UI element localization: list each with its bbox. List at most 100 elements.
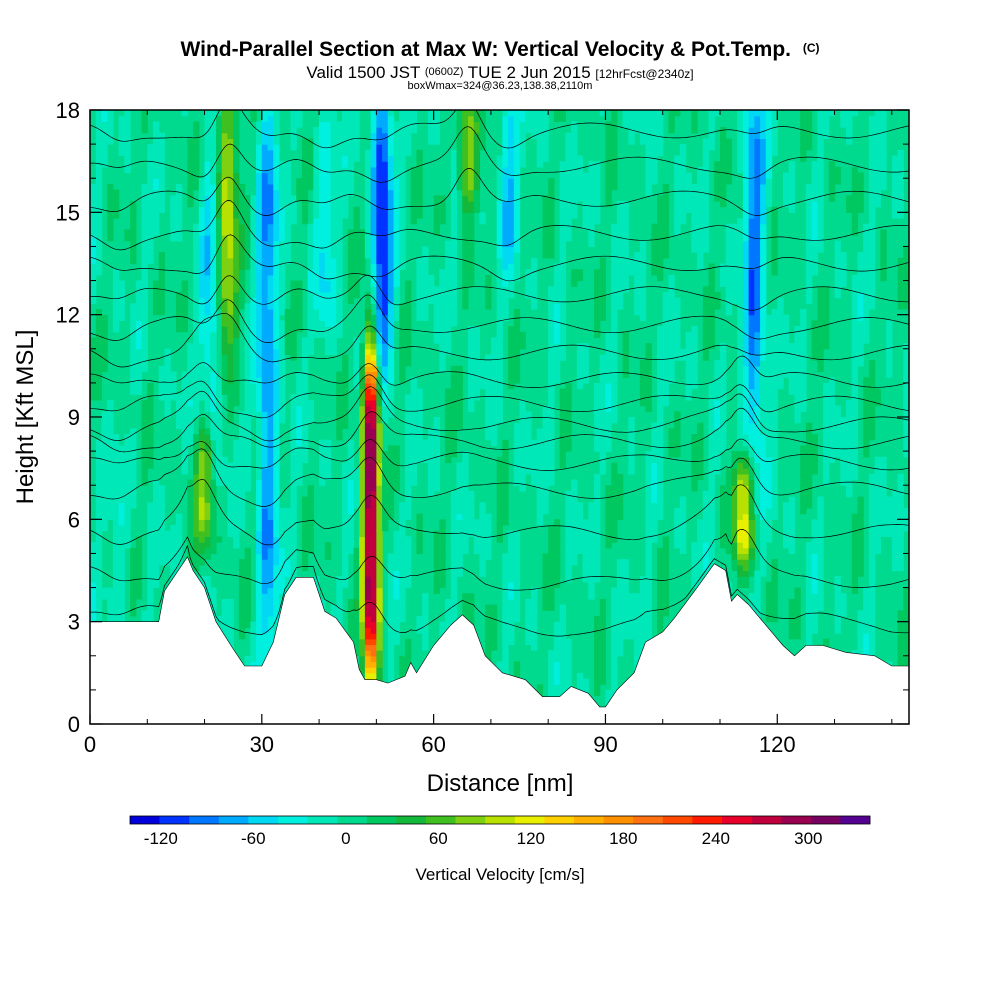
heatmap-cell xyxy=(198,456,206,464)
heatmap-cell xyxy=(296,183,303,191)
heatmap-cell xyxy=(485,360,492,367)
heatmap-cell xyxy=(95,200,103,208)
heatmap-cell xyxy=(468,348,475,356)
heatmap-cell xyxy=(261,115,269,122)
heatmap-cell xyxy=(387,212,395,219)
heatmap-cell xyxy=(256,553,263,560)
heatmap-cell xyxy=(531,627,538,634)
heatmap-cell xyxy=(273,382,280,390)
heatmap-cell xyxy=(605,371,612,378)
heatmap-cell xyxy=(112,604,120,611)
heatmap-cell xyxy=(387,308,395,316)
heatmap-cell xyxy=(490,644,498,651)
heatmap-cell xyxy=(456,502,463,509)
heatmap-cell xyxy=(508,257,515,265)
heatmap-cell xyxy=(502,490,509,498)
heatmap-cell xyxy=(433,223,440,230)
heatmap-cell xyxy=(147,411,154,418)
heatmap-cell xyxy=(307,178,314,185)
heatmap-cell xyxy=(513,331,521,339)
heatmap-cell xyxy=(147,530,154,537)
heatmap-cell xyxy=(496,212,503,219)
heatmap-cell xyxy=(233,451,240,458)
heatmap-cell xyxy=(376,667,383,674)
heatmap-cell xyxy=(359,343,366,350)
heatmap-cell xyxy=(296,121,303,128)
heatmap-cell xyxy=(124,144,131,151)
heatmap-cell xyxy=(90,553,97,560)
heatmap-cell xyxy=(193,536,200,543)
heatmap-cell xyxy=(267,195,274,202)
heatmap-cell xyxy=(611,678,618,685)
heatmap-cell xyxy=(513,212,521,219)
heatmap-cell xyxy=(450,434,458,441)
heatmap-cell xyxy=(90,235,97,242)
heatmap-cell xyxy=(393,263,400,270)
heatmap-cell xyxy=(502,627,509,634)
heatmap-cell xyxy=(130,496,137,503)
heatmap-cell xyxy=(244,661,251,668)
heatmap-cell xyxy=(250,326,257,333)
heatmap-cell xyxy=(576,513,584,520)
heatmap-cell xyxy=(290,348,297,356)
heatmap-cell xyxy=(370,314,377,321)
heatmap-cell xyxy=(90,354,97,361)
heatmap-cell xyxy=(405,314,412,321)
heatmap-cell xyxy=(599,468,607,475)
heatmap-cell xyxy=(462,183,469,191)
heatmap-cell xyxy=(204,542,211,549)
heatmap-cell xyxy=(399,110,406,117)
heatmap-cell xyxy=(485,297,492,304)
heatmap-cell xyxy=(382,218,389,225)
heatmap-cell xyxy=(433,218,440,225)
heatmap-cell xyxy=(548,479,555,486)
heatmap-cell xyxy=(273,331,280,339)
heatmap-cell xyxy=(216,149,223,157)
heatmap-cell xyxy=(542,411,549,418)
heatmap-cell xyxy=(422,263,429,270)
heatmap-cell xyxy=(439,274,446,282)
heatmap-cell xyxy=(193,183,200,191)
heatmap-cell xyxy=(124,127,131,134)
heatmap-cell xyxy=(233,365,240,373)
heatmap-cell xyxy=(307,166,314,174)
heatmap-cell xyxy=(273,434,280,441)
heatmap-cell xyxy=(353,337,360,344)
heatmap-cell xyxy=(324,274,332,282)
heatmap-cell xyxy=(198,417,206,424)
heatmap-cell xyxy=(519,422,526,429)
heatmap-cell xyxy=(256,405,263,412)
heatmap-cell xyxy=(462,519,469,526)
heatmap-cell xyxy=(221,252,229,259)
heatmap-cell xyxy=(536,502,544,509)
heatmap-cell xyxy=(273,468,280,475)
heatmap-cell xyxy=(261,525,269,532)
heatmap-cell xyxy=(496,240,503,248)
heatmap-cell xyxy=(284,246,292,253)
heatmap-cell xyxy=(204,462,211,469)
heatmap-cell xyxy=(261,507,269,515)
heatmap-cell xyxy=(376,144,383,151)
heatmap-cell xyxy=(502,257,509,265)
heatmap-cell xyxy=(364,621,372,628)
heatmap-cell xyxy=(605,200,612,208)
heatmap-cell xyxy=(244,456,251,464)
heatmap-cell xyxy=(330,263,337,270)
heatmap-cell xyxy=(216,138,223,145)
heatmap-cell xyxy=(364,183,372,191)
heatmap-cell xyxy=(576,684,584,691)
heatmap-cell xyxy=(147,240,154,248)
heatmap-cell xyxy=(456,479,463,486)
heatmap-cell xyxy=(244,343,251,350)
heatmap-cell xyxy=(508,593,515,600)
heatmap-cell xyxy=(95,235,103,242)
heatmap-cell xyxy=(221,473,229,481)
heatmap-cell xyxy=(267,269,274,276)
heatmap-cell xyxy=(565,229,572,236)
heatmap-cell xyxy=(450,615,458,623)
heatmap-cell xyxy=(210,195,217,202)
heatmap-cell xyxy=(175,212,183,219)
heatmap-cell xyxy=(273,348,280,356)
heatmap-cell xyxy=(359,388,366,395)
heatmap-cell xyxy=(267,445,274,452)
